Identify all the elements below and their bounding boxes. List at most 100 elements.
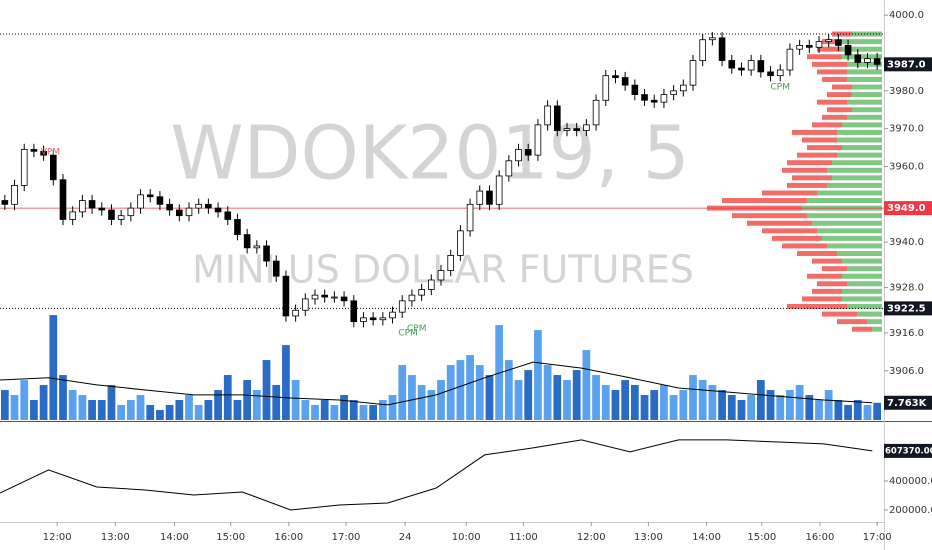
- candle-body: [224, 211, 232, 220]
- profile-down: [817, 69, 847, 75]
- annotation: VPM: [41, 148, 60, 158]
- volume-bar: [582, 350, 591, 420]
- candle-body: [573, 128, 580, 131]
- level-label: 3922.5: [887, 303, 926, 314]
- volume-bar: [640, 395, 649, 420]
- profile-down: [782, 243, 827, 249]
- candle-body: [621, 77, 629, 86]
- candle-body: [554, 105, 561, 131]
- profile-up: [827, 182, 882, 188]
- volume-bar: [49, 315, 58, 420]
- volume-bar: [408, 375, 416, 420]
- profile-down: [812, 122, 842, 128]
- profile-up: [827, 243, 882, 249]
- profile-up: [817, 228, 882, 234]
- candle-body: [166, 203, 173, 211]
- x-tick-label: 14:00: [692, 532, 721, 543]
- profile-down: [787, 160, 832, 166]
- candle-body: [195, 203, 203, 209]
- candle-body: [680, 84, 687, 92]
- profile-down: [787, 303, 847, 309]
- candle-body: [854, 54, 862, 63]
- candle-body: [30, 149, 38, 152]
- volume-bar: [88, 400, 96, 420]
- volume-bar: [679, 390, 688, 420]
- profile-down: [807, 145, 842, 151]
- candle-body: [427, 279, 435, 290]
- profile-up: [842, 46, 882, 52]
- profile-up: [837, 152, 882, 158]
- volume-bar: [165, 405, 174, 420]
- candle-body: [709, 37, 716, 41]
- volume-bar: [495, 325, 504, 420]
- candle-body: [650, 99, 658, 103]
- candle-body: [379, 317, 387, 321]
- y-tick-label: 3928.0: [889, 283, 924, 294]
- profile-down: [822, 39, 842, 45]
- profile-up: [867, 319, 882, 325]
- candle-body: [59, 179, 67, 220]
- volume-bar: [592, 375, 600, 420]
- candle-body: [205, 203, 212, 209]
- y-tick-label: 400000.0000: [889, 476, 932, 487]
- candle-body: [592, 99, 600, 126]
- volume-bar: [388, 395, 397, 420]
- candle-body: [718, 37, 726, 61]
- indicator-line: [0, 439, 873, 511]
- candle-body: [127, 207, 135, 217]
- candle-body: [398, 300, 406, 313]
- candle-body: [486, 190, 493, 205]
- level-label-bg: [884, 201, 932, 216]
- candle-body: [117, 215, 125, 220]
- candle-body: [524, 149, 532, 156]
- candle-body: [544, 105, 551, 126]
- candle-body: [825, 39, 832, 43]
- volume-bar: [311, 405, 319, 420]
- volume-bar: [349, 400, 358, 420]
- volume-bar: [611, 390, 620, 420]
- volume-bar: [272, 385, 281, 420]
- volume-bar: [534, 330, 542, 420]
- volume-bar: [485, 375, 494, 420]
- annotation: CPM: [407, 324, 426, 334]
- candle-body: [767, 71, 774, 77]
- candle-body: [864, 58, 871, 63]
- candle-body: [776, 69, 784, 77]
- volume-bar: [718, 390, 726, 420]
- profile-up: [837, 129, 882, 135]
- volume-bar: [572, 370, 581, 420]
- profile-down: [797, 152, 837, 158]
- candle-body: [1, 200, 9, 205]
- volume-bar: [563, 380, 571, 420]
- volume-bar: [0, 390, 9, 420]
- volume-bar: [824, 390, 833, 420]
- profile-up: [857, 311, 882, 317]
- volume-bar: [359, 405, 368, 420]
- profile-up: [847, 61, 882, 67]
- volume-bar: [233, 400, 242, 420]
- x-tick-label: 12:00: [577, 532, 606, 543]
- profile-up: [842, 296, 882, 302]
- candle-body: [146, 194, 154, 198]
- volume-bar: [669, 395, 678, 420]
- candle-body: [466, 203, 474, 232]
- y-tick-label: 3970.0: [889, 124, 924, 135]
- volume-bar: [504, 360, 513, 420]
- profile-down: [817, 99, 847, 105]
- volume-bar: [873, 402, 882, 420]
- volume-bar: [805, 395, 814, 420]
- volume-bar: [630, 385, 639, 420]
- volume-bar: [466, 355, 474, 420]
- volume-bar: [301, 400, 310, 420]
- volume-bar: [776, 395, 785, 420]
- annotation: CPM: [770, 83, 789, 93]
- profile-up: [842, 288, 882, 294]
- candle-body: [408, 294, 416, 302]
- volume-bar: [369, 405, 378, 420]
- volume-bar: [156, 410, 164, 420]
- volume-bar: [417, 385, 426, 420]
- x-tick-label: 14:00: [160, 532, 189, 543]
- profile-up: [852, 92, 882, 98]
- candle-body: [418, 289, 425, 296]
- x-tick-label: 10:00: [452, 532, 481, 543]
